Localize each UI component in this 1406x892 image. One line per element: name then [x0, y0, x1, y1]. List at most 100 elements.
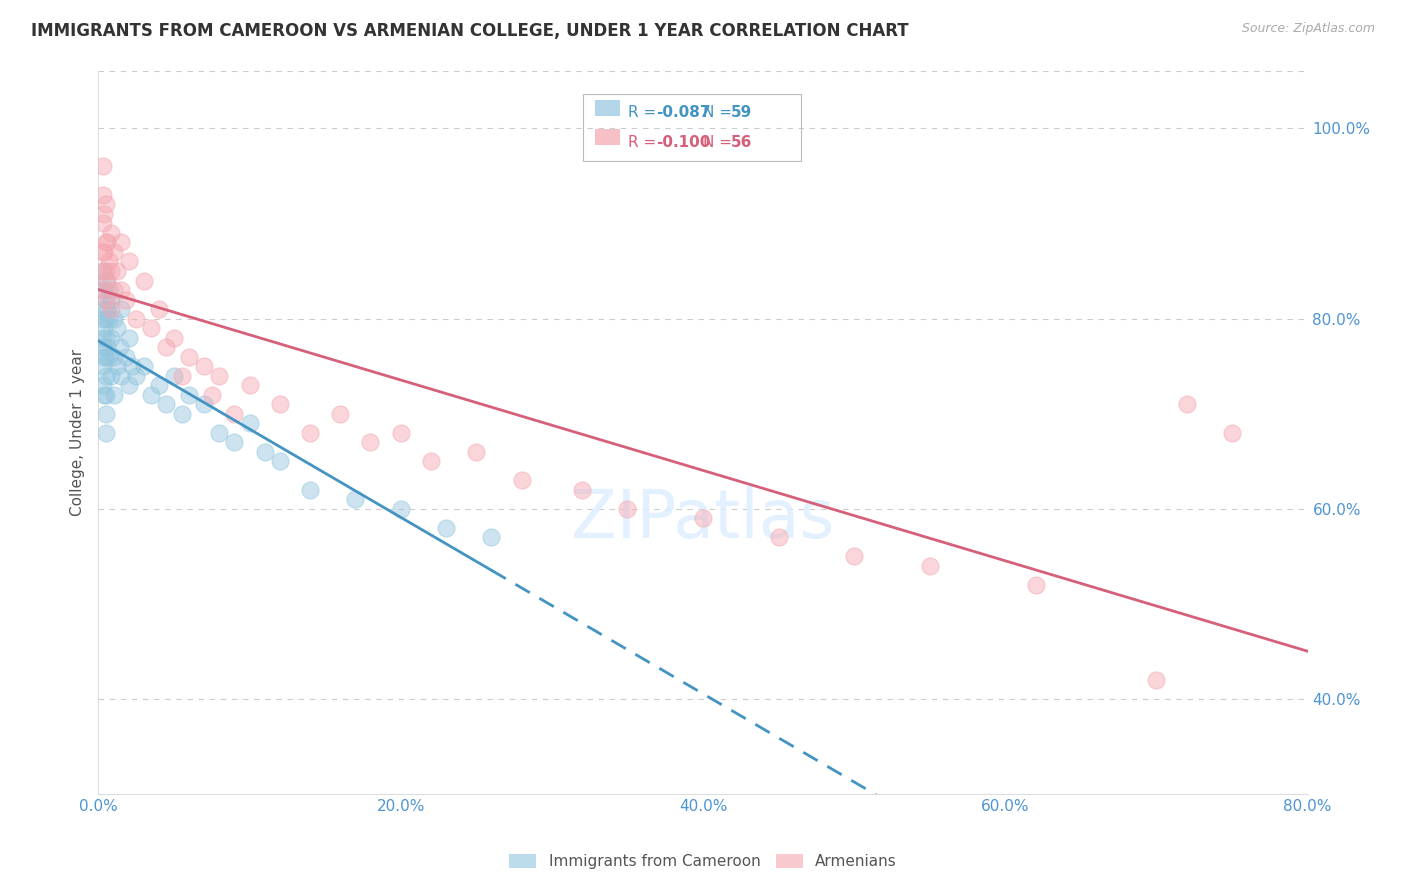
Point — [163, 368, 186, 383]
Point — [94, 293, 117, 307]
Point — [91, 378, 114, 392]
Point — [170, 407, 193, 421]
Point — [96, 301, 118, 316]
Point — [110, 368, 132, 383]
Point — [224, 407, 246, 421]
Point — [103, 350, 125, 364]
Point — [94, 197, 117, 211]
Point — [96, 273, 118, 287]
Point — [360, 435, 382, 450]
Text: ZIPatlas: ZIPatlas — [571, 486, 835, 552]
Point — [105, 359, 128, 373]
Point — [105, 321, 128, 335]
Point — [94, 407, 117, 421]
Point — [253, 444, 276, 458]
Point — [844, 549, 866, 564]
Point — [103, 311, 125, 326]
Point — [94, 425, 117, 440]
Point — [239, 416, 262, 430]
Point — [91, 217, 114, 231]
Point — [1024, 578, 1046, 592]
Text: N =: N = — [703, 135, 737, 150]
Point — [344, 492, 367, 507]
Point — [100, 301, 122, 316]
Point — [132, 273, 155, 287]
Text: 59: 59 — [731, 105, 752, 120]
Point — [93, 283, 115, 297]
Point — [616, 501, 638, 516]
Point — [118, 378, 141, 392]
Point — [1220, 425, 1243, 440]
Point — [94, 368, 117, 383]
Point — [93, 321, 115, 335]
Text: R =: R = — [628, 105, 662, 120]
Legend: Immigrants from Cameroon, Armenians: Immigrants from Cameroon, Armenians — [509, 855, 897, 870]
Point — [94, 350, 117, 364]
Point — [269, 397, 291, 411]
Point — [208, 368, 231, 383]
Text: IMMIGRANTS FROM CAMEROON VS ARMENIAN COLLEGE, UNDER 1 YEAR CORRELATION CHART: IMMIGRANTS FROM CAMEROON VS ARMENIAN COL… — [31, 22, 908, 40]
Point — [91, 188, 114, 202]
Point — [125, 311, 148, 326]
Point — [329, 407, 352, 421]
Point — [110, 283, 132, 297]
Point — [420, 454, 443, 468]
Point — [132, 359, 155, 373]
Point — [94, 330, 117, 344]
Point — [91, 244, 114, 259]
Point — [163, 330, 186, 344]
Point — [105, 264, 128, 278]
Point — [96, 235, 118, 250]
Point — [108, 340, 131, 354]
Point — [100, 226, 122, 240]
Point — [201, 387, 224, 401]
Point — [98, 254, 121, 268]
Point — [93, 207, 115, 221]
Point — [100, 293, 122, 307]
Point — [155, 397, 177, 411]
Point — [93, 244, 115, 259]
Point — [103, 244, 125, 259]
Point — [179, 350, 201, 364]
Point — [94, 264, 117, 278]
Point — [692, 511, 714, 525]
Point — [510, 473, 533, 487]
Point — [91, 330, 114, 344]
Point — [98, 283, 121, 297]
Text: -0.087: -0.087 — [657, 105, 711, 120]
Point — [299, 483, 322, 497]
Point — [94, 387, 117, 401]
Point — [121, 359, 143, 373]
Point — [768, 530, 790, 544]
Point — [98, 311, 121, 326]
Point — [91, 311, 114, 326]
Point — [299, 425, 322, 440]
Point — [125, 368, 148, 383]
Point — [148, 378, 170, 392]
Point — [179, 387, 201, 401]
Point — [103, 387, 125, 401]
Point — [918, 558, 941, 573]
Point — [91, 264, 114, 278]
Point — [91, 340, 114, 354]
Point — [93, 387, 115, 401]
Point — [91, 283, 114, 297]
Point — [1146, 673, 1168, 687]
Point — [114, 293, 136, 307]
Y-axis label: College, Under 1 year: College, Under 1 year — [69, 349, 84, 516]
Point — [91, 160, 114, 174]
Text: 56: 56 — [731, 135, 752, 150]
Text: R =: R = — [628, 135, 662, 150]
Point — [193, 359, 215, 373]
Point — [269, 454, 291, 468]
Point — [155, 340, 177, 354]
Point — [193, 397, 215, 411]
Point — [94, 273, 117, 287]
Point — [94, 311, 117, 326]
Point — [94, 293, 117, 307]
Point — [481, 530, 503, 544]
Point — [91, 264, 114, 278]
Point — [239, 378, 262, 392]
Point — [100, 264, 122, 278]
Point — [110, 301, 132, 316]
